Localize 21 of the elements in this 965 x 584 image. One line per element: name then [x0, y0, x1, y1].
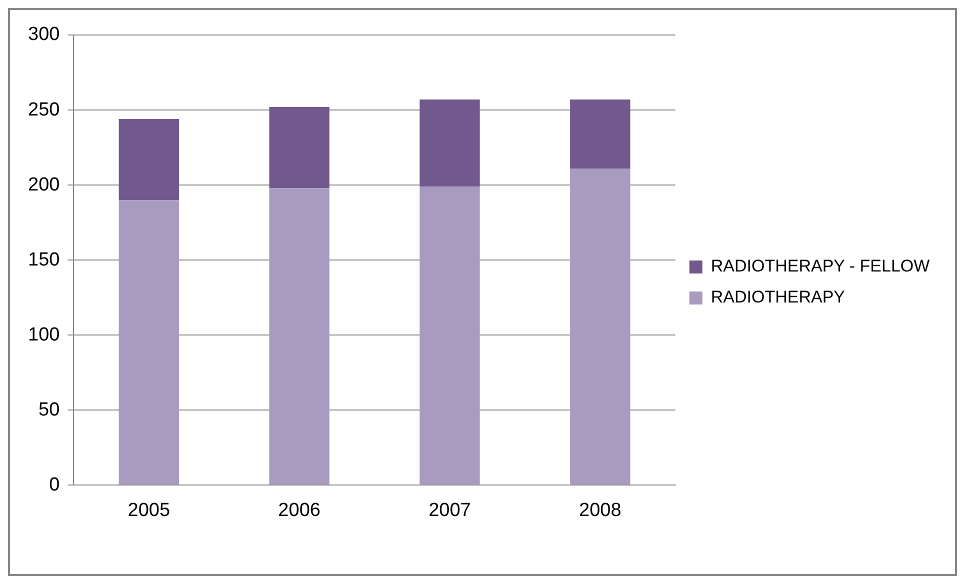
y-tick-label: 200: [28, 174, 60, 196]
bar: [570, 100, 630, 169]
bar: [420, 186, 480, 485]
legend-label: RADIOTHERAPY - FELLOW: [710, 256, 930, 276]
bar: [269, 107, 330, 188]
legend-label: RADIOTHERAPY: [710, 288, 845, 307]
y-tick-label: 250: [28, 99, 60, 120]
x-tick-label: 2008: [579, 500, 622, 521]
bar: [570, 168, 630, 485]
y-tick-label: 300: [28, 24, 60, 46]
bar: [118, 200, 179, 485]
bar: [118, 119, 179, 200]
y-tick-label: 100: [28, 324, 60, 346]
x-tick-label: 2005: [128, 500, 170, 521]
x-tick-label: 2007: [428, 500, 471, 521]
bar: [420, 100, 480, 187]
y-tick-label: 50: [38, 399, 60, 420]
y-tick-label: 150: [28, 249, 60, 270]
bar: [269, 188, 330, 485]
y-tick-label: 0: [49, 474, 60, 496]
x-tick-label: 2006: [278, 500, 320, 521]
